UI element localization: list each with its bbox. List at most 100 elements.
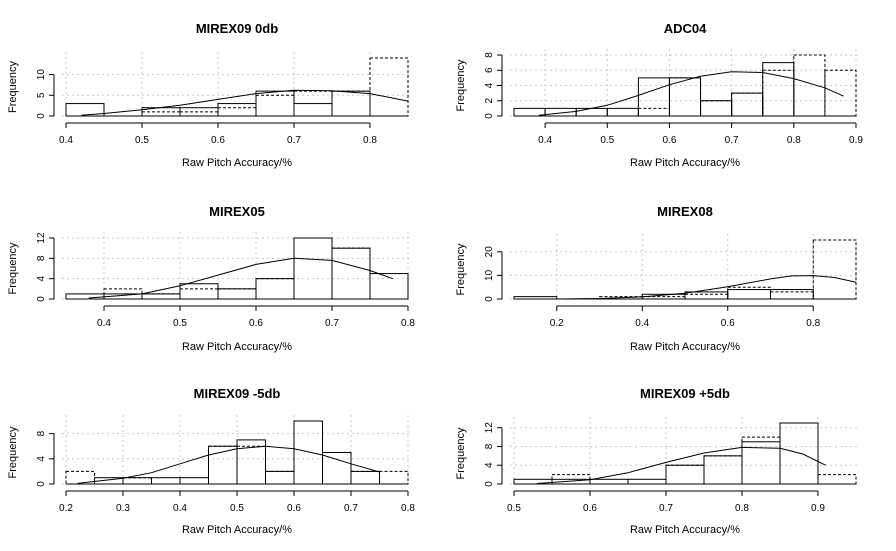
x-tick-label: 0.6: [211, 135, 225, 146]
histogram-bar-dashed: [179, 111, 219, 117]
x-tick-label: 0.2: [550, 318, 564, 329]
x-tick-label: 0.7: [344, 503, 358, 514]
histogram-bar-dashed: [369, 57, 409, 117]
y-axis-label: Frequency: [455, 59, 467, 111]
histogram-bar-solid: [770, 289, 814, 300]
histogram-bar-dashed: [684, 293, 729, 300]
histogram-panel-5: 0.2 0.3 0.4 0.5 0.6 0.7 0.8 0 4 8 MIREX09 -5db Raw …: [7, 386, 415, 536]
panel-title: MIREX09 -5db: [194, 386, 281, 401]
histogram-bar-solid: [217, 288, 257, 300]
histogram-bar-dashed: [741, 436, 781, 485]
y-tick-label: 12: [36, 232, 47, 244]
y-tick-label: 4: [36, 275, 47, 281]
histogram-bar-dashed: [668, 77, 702, 117]
histogram-bar-solid: [179, 477, 209, 485]
histogram-bar-solid: [575, 107, 608, 117]
histogram-bar-dashed: [217, 107, 257, 117]
histogram-bar-dashed: [122, 477, 152, 485]
histogram-bar-solid: [700, 100, 733, 117]
x-axis-label: Raw Pitch Accuracy/%: [630, 524, 740, 536]
y-tick-label: 2: [484, 98, 495, 104]
y-tick-label: 4: [484, 462, 495, 468]
histogram-panel-4: 0.2 0.4 0.6 0.8 0 10 20 MIREX08 Raw Pitch Accura…: [455, 204, 860, 353]
y-tick-label: 0: [484, 481, 495, 487]
x-tick-label: 0.5: [230, 503, 244, 514]
histogram-bar-dashed: [731, 92, 764, 117]
fitted-normal-curve: [536, 446, 826, 484]
histogram-bar-solid: [141, 293, 181, 300]
histogram-bar-dashed: [331, 247, 371, 300]
x-axis-label: Raw Pitch Accuracy/%: [630, 341, 740, 353]
x-tick-label: 0.6: [249, 318, 263, 329]
y-tick-label: 0: [36, 296, 47, 302]
panel-title: ADC04: [664, 21, 707, 36]
histogram-bar-solid: [122, 477, 152, 485]
x-tick-label: 0.5: [135, 135, 149, 146]
x-axis-label: Raw Pitch Accuracy/%: [182, 341, 292, 353]
y-tick-label: 20: [484, 246, 495, 258]
y-tick-label: 5: [36, 92, 47, 98]
histogram-bar-dashed: [824, 69, 857, 117]
y-tick-label: 8: [484, 443, 495, 449]
histogram-bar-solid: [731, 92, 764, 117]
histogram-bar-solid: [727, 289, 771, 300]
x-tick-label: 0.8: [806, 318, 820, 329]
y-axis-label: Frequency: [455, 427, 467, 479]
histogram-bar-solid: [293, 237, 333, 300]
panel-title: MIREX09 0db: [196, 21, 278, 36]
y-tick-label: 12: [484, 422, 495, 434]
histogram-bar-solid: [331, 247, 371, 300]
histogram-bar-solid: [293, 420, 323, 485]
y-axis-label: Frequency: [7, 61, 19, 113]
histogram-bar-dashed: [236, 445, 266, 485]
histogram-bar-dashed: [762, 69, 795, 117]
x-tick-label: 0.5: [600, 135, 614, 146]
histogram-panel-1: 0.4 0.5 0.6 0.7 0.8 0 5 10 MIREX09 0db Raw Pitch …: [7, 21, 412, 169]
histogram-bar-solid: [293, 103, 333, 117]
x-tick-label: 0.8: [735, 503, 749, 514]
fitted-normal-curve: [538, 71, 844, 116]
x-tick-label: 0.7: [725, 135, 739, 146]
histogram-bar-solid: [217, 103, 257, 117]
histogram-bar-solid: [179, 283, 219, 300]
fitted-normal-curve: [556, 275, 857, 300]
y-axis-label: Frequency: [7, 426, 19, 478]
histogram-bar-dashed: [217, 288, 257, 300]
histogram-bar-dashed: [255, 94, 295, 117]
histogram-bar-solid: [589, 478, 629, 485]
histogram-bar-dashed: [379, 470, 409, 485]
histogram-bar-solid: [151, 477, 181, 485]
x-tick-label: 0.4: [97, 318, 111, 329]
y-tick-label: 10: [484, 269, 495, 281]
panel-title: MIREX08: [657, 204, 713, 219]
fitted-normal-curve: [88, 257, 393, 299]
histogram-bar-dashed: [293, 420, 323, 485]
histogram-bar-dashed: [700, 100, 733, 117]
x-tick-label: 0.6: [663, 135, 677, 146]
x-tick-label: 0.7: [325, 318, 339, 329]
y-tick-label: 0: [36, 481, 47, 487]
x-tick-label: 0.5: [507, 503, 521, 514]
histogram-bar-dashed: [350, 470, 380, 485]
histogram-bar-dashed: [817, 474, 857, 485]
y-tick-label: 4: [484, 82, 495, 88]
histogram-bar-solid: [350, 470, 380, 485]
x-tick-label: 0.6: [287, 503, 301, 514]
histogram-bar-solid: [265, 470, 295, 485]
histogram-bar-dashed: [141, 111, 181, 117]
histogram-bar-dashed: [812, 239, 857, 300]
x-tick-label: 0.4: [635, 318, 649, 329]
histogram-bar-solid: [703, 455, 743, 485]
x-axis-label: Raw Pitch Accuracy/%: [182, 524, 292, 536]
y-tick-label: 0: [484, 113, 495, 119]
histogram-bar-dashed: [637, 107, 670, 117]
x-tick-label: 0.8: [401, 318, 415, 329]
histogram-bar-dashed: [141, 293, 181, 300]
histogram-bar-solid: [684, 291, 729, 300]
y-axis-label: Frequency: [7, 242, 19, 294]
histogram-bar-dashed: [265, 470, 295, 485]
y-tick-label: 10: [36, 69, 47, 81]
y-tick-label: 8: [36, 255, 47, 261]
histogram-bar-solid: [637, 77, 670, 117]
